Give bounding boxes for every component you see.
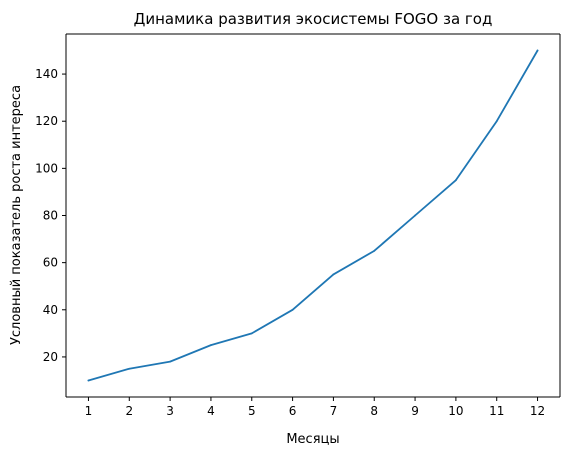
- x-tick-label: 2: [125, 404, 133, 418]
- x-tick-label: 1: [85, 404, 93, 418]
- data-point: [495, 120, 498, 123]
- data-point: [210, 344, 212, 347]
- x-tick-label: 3: [166, 404, 174, 418]
- y-tick-label: 20: [43, 350, 58, 364]
- data-point: [87, 379, 90, 382]
- y-tick-label: 80: [43, 209, 58, 223]
- y-tick-label: 40: [43, 303, 58, 317]
- x-tick-label: 9: [411, 404, 419, 418]
- data-point: [332, 273, 335, 276]
- x-tick-label: 10: [448, 404, 463, 418]
- series-line: [87, 49, 539, 382]
- data-point: [169, 360, 172, 363]
- y-tick-label: 140: [35, 67, 58, 81]
- y-axis-title: Условный показатель роста интереса: [9, 85, 24, 345]
- x-axis-title: Месяцы: [286, 432, 339, 447]
- y-tick-label: 120: [35, 114, 58, 128]
- x-tick-label: 11: [489, 404, 504, 418]
- chart-title: Динамика развития экосистемы FOGO за год: [134, 10, 493, 28]
- data-point: [414, 214, 416, 217]
- data-point: [536, 49, 539, 52]
- x-tick-label: 6: [289, 404, 297, 418]
- data-point: [454, 179, 457, 182]
- data-point: [373, 249, 376, 252]
- y-tick-label: 60: [43, 256, 58, 270]
- x-tick-label: 4: [207, 404, 215, 418]
- data-point: [250, 332, 253, 335]
- data-point: [291, 308, 294, 311]
- x-tick-label: 5: [248, 404, 256, 418]
- data-point: [128, 367, 131, 370]
- y-tick-label: 100: [35, 161, 58, 175]
- x-tick-label: 7: [330, 404, 338, 418]
- x-tick-label: 8: [370, 404, 378, 418]
- x-tick-label: 12: [530, 404, 545, 418]
